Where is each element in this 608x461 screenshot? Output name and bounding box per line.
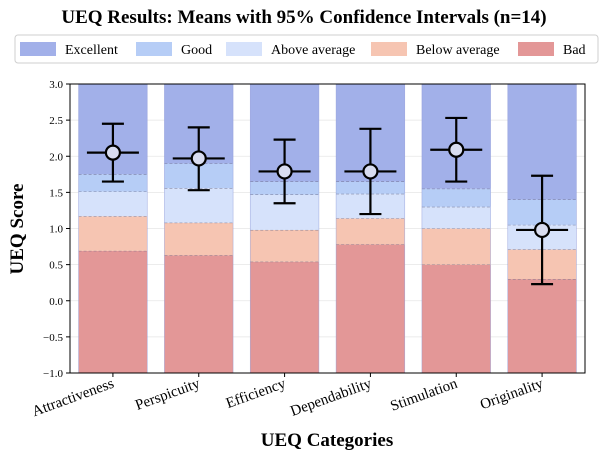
bar-segment-below-average: [78, 216, 148, 251]
y-axis: −1.0 −0.5 0.0 0.5 1.0 1.5 2.0 2.5 3.0: [43, 79, 70, 380]
bar-segment-below-average: [421, 228, 491, 265]
legend-swatch-bad: [518, 42, 554, 56]
bar-segment-good: [78, 174, 148, 192]
x-tick-label: Originality: [478, 376, 546, 414]
bar-segment-bad: [164, 255, 234, 373]
bar-segment-bad: [421, 264, 491, 373]
legend-swatch-below-average: [371, 42, 407, 56]
x-axis: Attractiveness Perspicuity Efficiency Depen…: [30, 373, 546, 420]
y-tick-label: 3.0: [49, 79, 63, 91]
legend-label: Good: [181, 43, 212, 58]
benchmark-bars: [78, 83, 577, 374]
x-tick-label: Dependability: [288, 376, 374, 420]
legend-label: Bad: [563, 43, 586, 58]
x-axis-label: UEQ Categories: [261, 430, 393, 451]
bar-segment-above-average: [164, 188, 234, 223]
legend-label: Above average: [271, 43, 355, 58]
legend-swatch-excellent: [20, 42, 56, 56]
chart-title: UEQ Results: Means with 95% Confidence I…: [61, 7, 546, 28]
legend-label: Excellent: [65, 43, 118, 58]
bar-segment-below-average: [164, 222, 234, 256]
mean-marker: [533, 221, 551, 239]
y-tick-label: 0.5: [49, 260, 63, 272]
bar-segment-bad: [250, 261, 319, 373]
y-tick-label: −0.5: [43, 332, 63, 344]
y-tick-label: 1.0: [49, 224, 63, 236]
legend: Excellent Good Above average Below average B…: [14, 34, 599, 64]
y-tick-label: 2.5: [49, 115, 63, 127]
x-tick-label: Attractiveness: [30, 376, 116, 420]
legend-swatch-good: [136, 42, 172, 56]
bar-segment-bad: [336, 244, 405, 373]
bar-segment-bad: [507, 279, 577, 373]
bar-segment-good: [421, 188, 491, 207]
bar-segment-above-average: [78, 191, 148, 217]
y-tick-label: 1.5: [49, 187, 63, 199]
x-tick-label: Stimulation: [388, 376, 460, 415]
mean-marker: [276, 163, 293, 180]
bar-segment-above-average: [421, 206, 491, 229]
y-axis-label: UEQ Score: [7, 184, 28, 275]
x-tick-label: Efficiency: [224, 376, 288, 412]
bar-segment-below-average: [336, 218, 405, 245]
confidence-intervals: [86, 116, 569, 286]
mean-marker: [362, 163, 379, 180]
mean-marker: [104, 144, 122, 161]
legend-label: Below average: [416, 43, 500, 58]
mean-marker: [190, 150, 207, 167]
legend-swatch-above-average: [226, 42, 262, 56]
y-tick-label: 2.0: [49, 151, 63, 163]
bar-segment-below-average: [250, 229, 319, 262]
bar-segment-bad: [78, 250, 148, 373]
mean-marker: [448, 141, 465, 158]
x-tick-label: Perspicuity: [133, 376, 202, 414]
y-tick-label: 0.0: [49, 296, 63, 308]
y-tick-label: −1.0: [43, 368, 63, 380]
